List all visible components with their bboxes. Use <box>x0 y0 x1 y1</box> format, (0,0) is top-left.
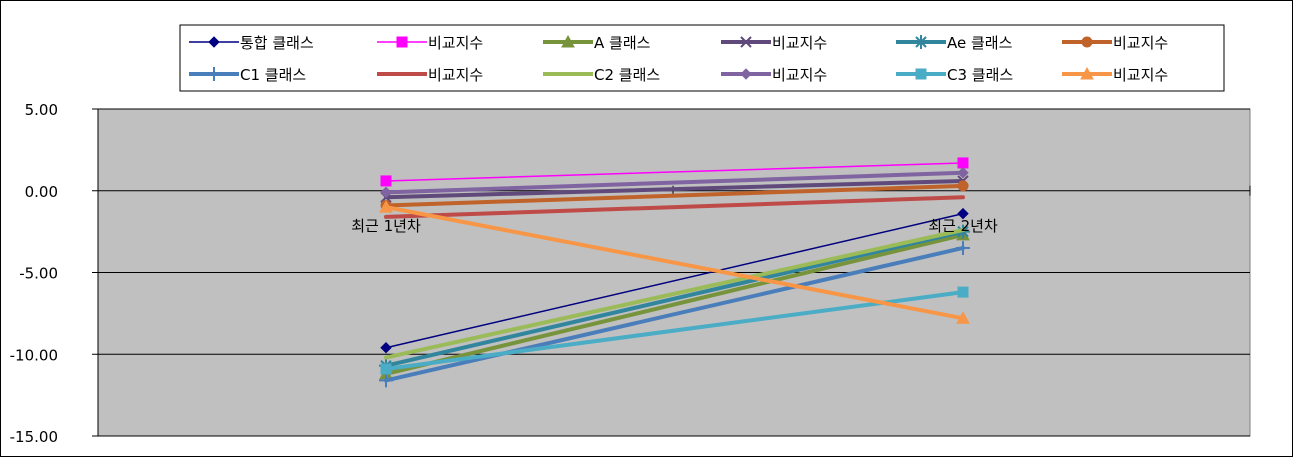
data-point <box>380 363 392 375</box>
legend-item: Ae 클래스 <box>896 34 1013 52</box>
y-tick-label: -15.00 <box>10 428 58 446</box>
y-tick-label: -10.00 <box>10 346 58 364</box>
data-point <box>379 373 393 388</box>
series-line <box>384 205 965 321</box>
legend-label: 비교지수 <box>428 34 483 52</box>
data-point <box>957 180 969 192</box>
x-tick-label: 최근 2년차 <box>928 217 998 235</box>
data-point <box>380 342 392 354</box>
legend-item: C1 클래스 <box>189 66 306 84</box>
legend-item: C2 클래스 <box>543 66 660 84</box>
legend-box <box>179 24 1225 92</box>
series-line <box>384 195 965 219</box>
legend-label: 비교지수 <box>1113 66 1168 84</box>
legend-item: 비교지수 <box>721 34 827 52</box>
data-point <box>207 67 221 81</box>
legend-item: 비교지수 <box>1062 66 1168 84</box>
legend-item: A 클래스 <box>543 34 651 52</box>
data-point <box>914 35 928 49</box>
category-labels: 최근 1년차 최근 2년차 <box>351 217 998 235</box>
legend-label: C1 클래스 <box>240 66 306 84</box>
legend-label: 비교지수 <box>428 66 483 84</box>
series-10 <box>380 167 969 199</box>
series-line <box>384 229 965 368</box>
legend-item: 비교지수 <box>721 66 827 84</box>
series-line <box>384 178 965 200</box>
data-point <box>379 200 393 213</box>
series-line <box>384 245 965 383</box>
legend-item: 비교지수 <box>377 34 483 52</box>
legend-item: C3 클래스 <box>896 66 1013 84</box>
data-point <box>956 311 970 324</box>
y-tick-label: -5.00 <box>19 265 58 283</box>
legend-label: 통합 클래스 <box>240 34 314 52</box>
data-point <box>208 36 220 48</box>
legend-label: C2 클래스 <box>594 66 660 84</box>
series-line <box>384 227 965 360</box>
series-12 <box>379 200 970 324</box>
series-2 <box>380 157 969 187</box>
series-7 <box>379 240 970 388</box>
legend-label: 비교지수 <box>1113 34 1168 52</box>
series-11 <box>380 286 969 375</box>
legend-item: 비교지수 <box>1062 34 1168 52</box>
data-point <box>957 286 969 298</box>
series-line <box>385 162 964 182</box>
legend-label: Ae 클래스 <box>947 34 1013 52</box>
series-line <box>384 290 965 371</box>
data-point <box>396 36 408 48</box>
series-8 <box>384 195 965 219</box>
data-point <box>1081 36 1093 48</box>
data-point <box>957 157 969 169</box>
data-point <box>915 68 927 80</box>
series-line <box>385 212 964 349</box>
series-1 <box>380 207 969 354</box>
legend-item: 비교지수 <box>377 66 483 84</box>
series-9 <box>384 227 965 360</box>
data-point <box>957 207 969 220</box>
x-tick-label: 최근 1년차 <box>351 217 421 235</box>
series-line <box>384 183 965 208</box>
series-line <box>384 232 965 376</box>
data-point <box>561 34 575 48</box>
series-layer <box>379 157 970 388</box>
y-axis: 5.00 0.00 -5.00 -10.00 -15.00 <box>10 101 1251 446</box>
data-point <box>1080 66 1094 80</box>
data-point <box>740 68 752 80</box>
data-point <box>956 240 970 255</box>
data-point <box>380 186 392 199</box>
legend-label: 비교지수 <box>772 34 827 52</box>
y-tick-label: 5.00 <box>25 101 58 119</box>
data-point <box>380 175 392 187</box>
data-point <box>740 36 752 48</box>
legend-label: A 클래스 <box>594 34 651 52</box>
legend-label: C3 클래스 <box>947 66 1013 84</box>
y-tick-label: 0.00 <box>25 183 58 201</box>
data-point <box>957 167 969 179</box>
series-line <box>384 170 965 195</box>
legend-item: 통합 클래스 <box>189 34 314 52</box>
legend-label: 비교지수 <box>772 66 827 84</box>
